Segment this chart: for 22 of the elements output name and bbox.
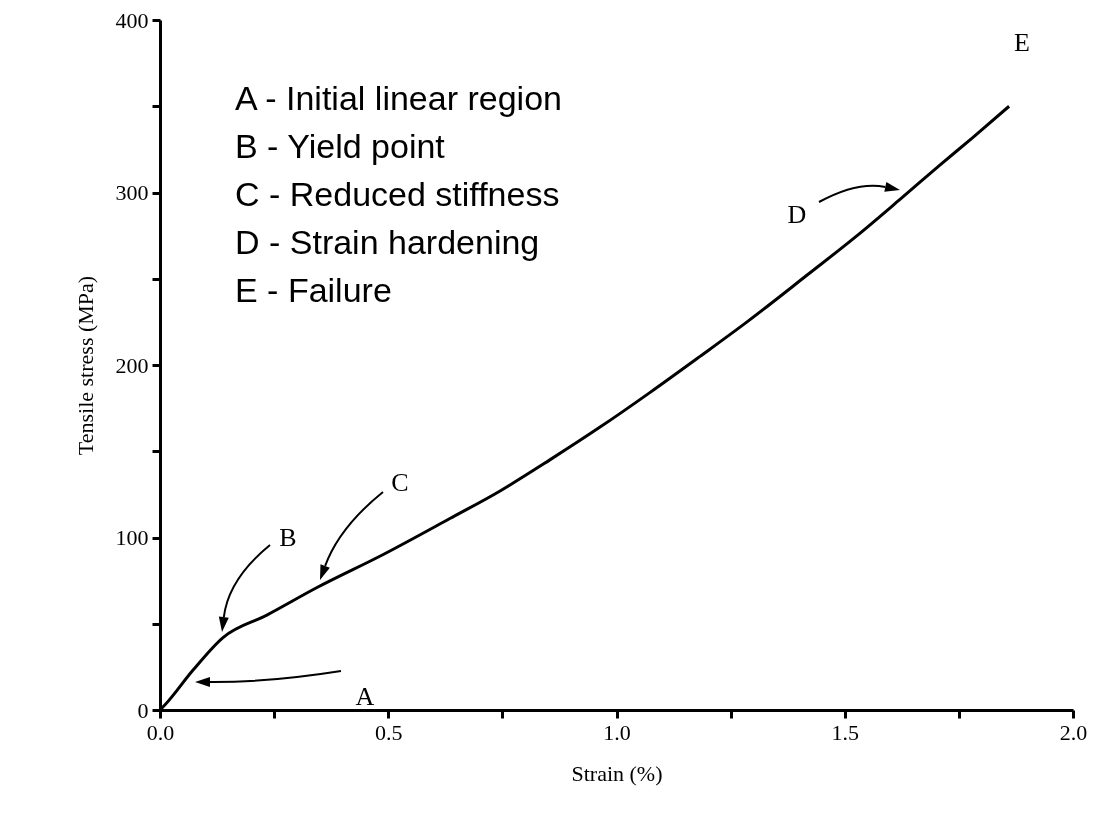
x-axis-title: Strain (%) (571, 760, 663, 786)
y-tick-label: 400 (115, 7, 149, 33)
annotation: E - Failure (235, 271, 392, 309)
annotation: E (1014, 28, 1030, 57)
y-tick-label: 200 (115, 352, 149, 378)
annotation: A (355, 682, 375, 711)
annotation: B - Yield point (235, 127, 446, 165)
y-tick-label: 300 (115, 180, 149, 205)
annotation: C (391, 468, 409, 497)
x-tick-label: 0.5 (375, 719, 403, 745)
x-tick-label: 0.0 (146, 719, 175, 745)
x-tick-label: 1.5 (831, 719, 859, 745)
x-tick-label: 1.0 (603, 719, 631, 745)
annotation: A - Initial linear region (235, 79, 562, 117)
annotation: B (279, 523, 297, 552)
y-tick-label: 0 (137, 697, 149, 723)
y-axis-title: Tensile stress (MPa) (72, 275, 98, 456)
y-tick-label: 100 (115, 525, 149, 550)
annotation: D - Strain hardening (235, 223, 540, 261)
annotation: D (787, 200, 807, 229)
annotation: C - Reduced stiffness (235, 175, 560, 213)
x-tick-label: 2.0 (1059, 719, 1088, 745)
